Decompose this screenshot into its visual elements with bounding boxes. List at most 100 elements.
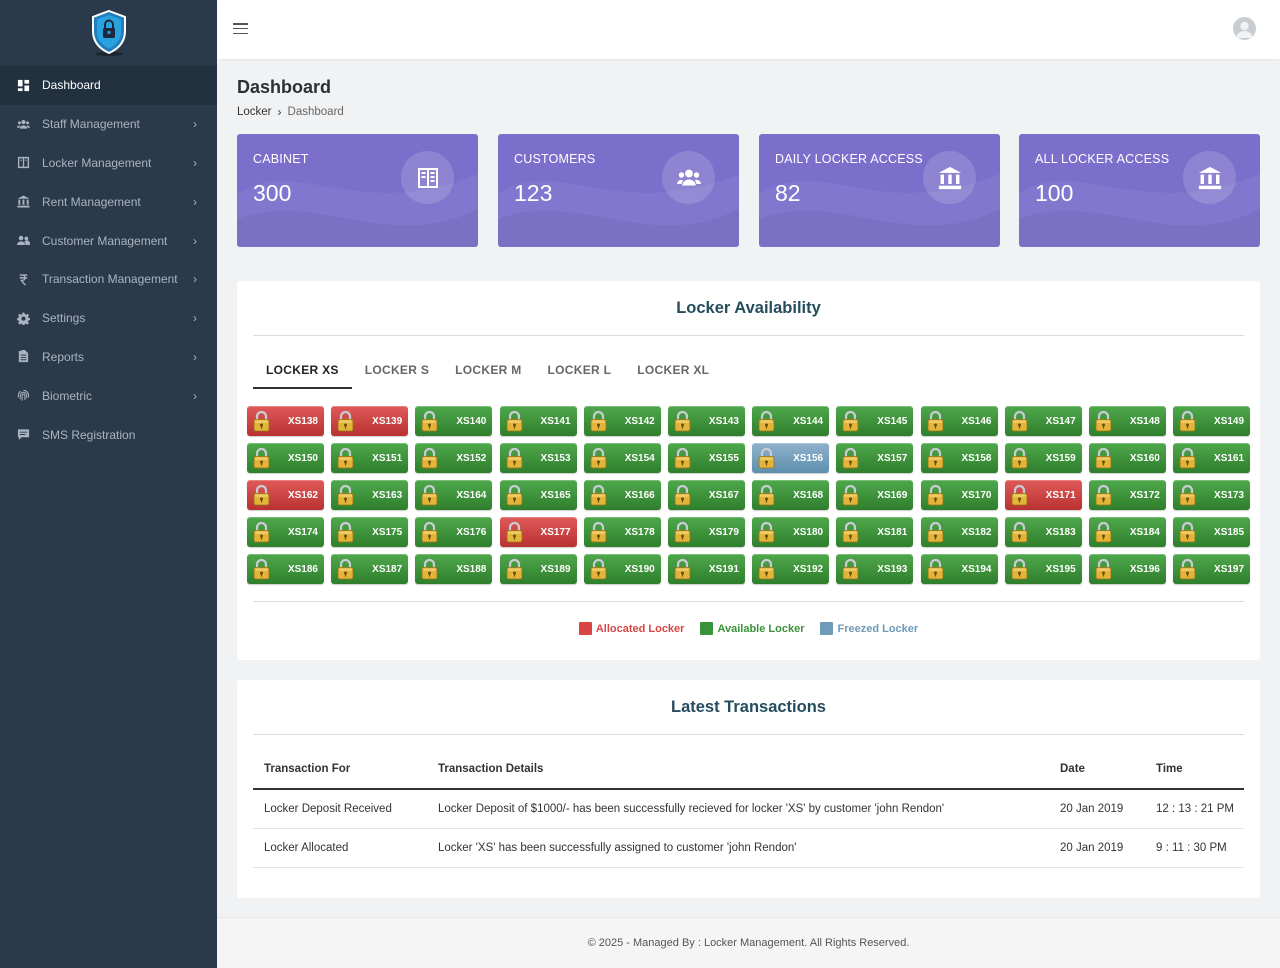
locker-xs148[interactable]: XS148: [1088, 406, 1166, 436]
sidebar-item-transaction-management[interactable]: Transaction Management ›: [0, 260, 217, 299]
locker-xs184[interactable]: XS184: [1088, 517, 1166, 547]
locker-xs178[interactable]: XS178: [583, 517, 661, 547]
stat-card-customers[interactable]: CUSTOMERS 123: [498, 134, 739, 247]
sidebar-item-staff-management[interactable]: Staff Management ›: [0, 105, 217, 144]
column-header[interactable]: Date: [1049, 750, 1145, 790]
locker-xs150[interactable]: XS150: [247, 443, 324, 473]
locker-xs155[interactable]: XS155: [667, 443, 745, 473]
locker-xs156[interactable]: XS156: [752, 443, 830, 473]
locker-xs196[interactable]: XS196: [1088, 554, 1166, 584]
locker-xs159[interactable]: XS159: [1004, 443, 1082, 473]
sidebar-item-rent-management[interactable]: Rent Management ›: [0, 182, 217, 221]
locker-xs177[interactable]: XS177: [499, 517, 577, 547]
locker-xs140[interactable]: XS140: [415, 406, 493, 436]
locker-xs179[interactable]: XS179: [667, 517, 745, 547]
locker-xs185[interactable]: XS185: [1173, 517, 1251, 547]
legend-swatch: [578, 622, 592, 635]
topbar: [217, 0, 1280, 59]
card-wave-decoration: [1019, 174, 1260, 247]
locker-label: XS196: [1129, 563, 1160, 575]
locker-xs141[interactable]: XS141: [499, 406, 577, 436]
stat-card-all-locker-access[interactable]: ALL LOCKER ACCESS 100: [1019, 134, 1260, 247]
sidebar-item-dashboard[interactable]: Dashboard: [0, 66, 217, 105]
padlock-icon: [927, 447, 943, 469]
locker-xs139[interactable]: XS139: [331, 406, 409, 436]
locker-xs183[interactable]: XS183: [1004, 517, 1082, 547]
avatar[interactable]: [1233, 17, 1256, 40]
breadcrumb-parent[interactable]: Locker: [237, 106, 272, 118]
locker-xs158[interactable]: XS158: [920, 443, 998, 473]
locker-xs173[interactable]: XS173: [1173, 480, 1251, 510]
locker-xs186[interactable]: XS186: [247, 554, 324, 584]
locker-xs176[interactable]: XS176: [415, 517, 493, 547]
locker-xs163[interactable]: XS163: [331, 480, 409, 510]
locker-xs167[interactable]: XS167: [667, 480, 745, 510]
locker-xs168[interactable]: XS168: [752, 480, 830, 510]
column-header[interactable]: Transaction Details: [427, 750, 1049, 790]
table-row[interactable]: Locker Allocated Locker 'XS' has been suc…: [253, 828, 1244, 868]
locker-xs151[interactable]: XS151: [331, 443, 409, 473]
locker-xs144[interactable]: XS144: [752, 406, 830, 436]
locker-xs197[interactable]: XS197: [1173, 554, 1251, 584]
locker-xs161[interactable]: XS161: [1173, 443, 1251, 473]
locker-label: XS152: [456, 452, 487, 464]
sidebar-item-customer-management[interactable]: Customer Management ›: [0, 221, 217, 260]
locker-xs194[interactable]: XS194: [920, 554, 998, 584]
locker-xs153[interactable]: XS153: [499, 443, 577, 473]
stat-card-daily-locker-access[interactable]: DAILY LOCKER ACCESS 82: [759, 134, 1000, 247]
table-row[interactable]: Locker Deposit Received Locker Deposit of…: [253, 789, 1244, 829]
footer-text: © 2025 - Managed By : Locker Management.…: [587, 937, 910, 949]
locker-xs164[interactable]: XS164: [415, 480, 493, 510]
column-header[interactable]: Transaction For: [253, 750, 427, 790]
locker-xs180[interactable]: XS180: [752, 517, 830, 547]
locker-xs143[interactable]: XS143: [667, 406, 745, 436]
locker-label: XS181: [877, 526, 908, 538]
locker-xs166[interactable]: XS166: [583, 480, 661, 510]
locker-xs146[interactable]: XS146: [920, 406, 998, 436]
locker-xs190[interactable]: XS190: [583, 554, 661, 584]
locker-xs147[interactable]: XS147: [1004, 406, 1082, 436]
locker-xs152[interactable]: XS152: [415, 443, 493, 473]
sidebar-item-settings[interactable]: Settings ›: [0, 299, 217, 338]
sidebar-item-biometric[interactable]: Biometric ›: [0, 376, 217, 415]
locker-xs171[interactable]: XS171: [1004, 480, 1082, 510]
locker-xs157[interactable]: XS157: [836, 443, 914, 473]
tab-locker-s[interactable]: LOCKER S: [364, 363, 430, 377]
locker-xs172[interactable]: XS172: [1088, 480, 1166, 510]
stat-card-cabinet[interactable]: CABINET 300: [237, 134, 478, 247]
locker-xs195[interactable]: XS195: [1004, 554, 1082, 584]
locker-xs169[interactable]: XS169: [836, 480, 914, 510]
locker-xs174[interactable]: XS174: [247, 517, 324, 547]
locker-xs175[interactable]: XS175: [331, 517, 409, 547]
locker-xs187[interactable]: XS187: [331, 554, 409, 584]
locker-xs191[interactable]: XS191: [667, 554, 745, 584]
sidebar-item-sms-registration[interactable]: SMS Registration: [0, 415, 217, 454]
locker-label: XS168: [793, 489, 824, 501]
sidebar-item-locker-management[interactable]: Locker Management ›: [0, 144, 217, 183]
locker-xs145[interactable]: XS145: [836, 406, 914, 436]
locker-xs142[interactable]: XS142: [583, 406, 661, 436]
app-logo[interactable]: [0, 0, 217, 66]
locker-xs154[interactable]: XS154: [583, 443, 661, 473]
locker-xs193[interactable]: XS193: [836, 554, 914, 584]
padlock-icon: [842, 521, 859, 543]
locker-xs188[interactable]: XS188: [415, 554, 493, 584]
locker-xs170[interactable]: XS170: [920, 480, 998, 510]
tab-locker-m[interactable]: LOCKER M: [455, 363, 522, 377]
locker-xs192[interactable]: XS192: [752, 554, 830, 584]
locker-xs138[interactable]: XS138: [247, 406, 324, 436]
locker-xs165[interactable]: XS165: [499, 480, 577, 510]
locker-xs181[interactable]: XS181: [836, 517, 914, 547]
menu-toggle-icon[interactable]: [233, 23, 248, 35]
locker-xs160[interactable]: XS160: [1088, 443, 1166, 473]
locker-xs162[interactable]: XS162: [247, 480, 324, 510]
locker-xs149[interactable]: XS149: [1173, 406, 1251, 436]
tab-locker-xl[interactable]: LOCKER XL: [637, 363, 710, 377]
column-header[interactable]: Time: [1145, 750, 1244, 790]
tab-locker-l[interactable]: LOCKER L: [547, 363, 612, 377]
sidebar-item-reports[interactable]: Reports ›: [0, 338, 217, 377]
locker-xs182[interactable]: XS182: [920, 517, 998, 547]
locker-grid: XS138 XS139 XS140 XS141 XS142 XS143 XS144 XS145…: [247, 406, 1251, 584]
locker-xs189[interactable]: XS189: [499, 554, 577, 584]
tab-locker-xs[interactable]: LOCKER XS: [253, 351, 352, 389]
